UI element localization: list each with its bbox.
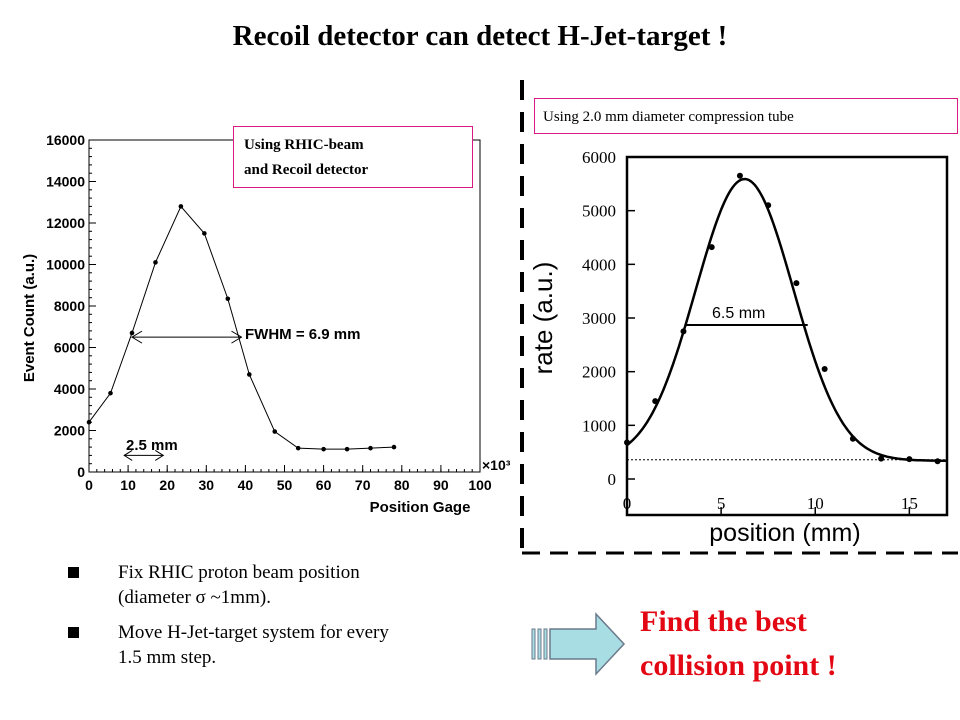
left-y-tick-label: 2000 bbox=[54, 423, 85, 439]
left-data-point bbox=[108, 390, 113, 396]
left-data-point bbox=[391, 444, 397, 450]
right-data-point bbox=[680, 328, 687, 335]
left-x-tick-label: 100 bbox=[468, 477, 492, 493]
left-x-tick-label: 90 bbox=[433, 477, 449, 493]
right-x-tick-label: 10 bbox=[807, 494, 824, 513]
left-step-arrowhead-right bbox=[155, 449, 165, 461]
bullet-item-2: Move H-Jet-target system for every 1.5 m… bbox=[68, 620, 508, 670]
right-data-point bbox=[849, 435, 856, 442]
left-data-point bbox=[344, 446, 350, 452]
right-axes: 0 1000 2000 3000 4000 5000 6000 0 5 10 15 bbox=[582, 148, 918, 515]
left-chart-caption-box: Using RHIC-beam and Recoil detector bbox=[233, 126, 473, 188]
find-line-1: Find the best bbox=[640, 605, 807, 638]
right-x-tick-label: 5 bbox=[717, 494, 726, 513]
left-y-tick-label: 16000 bbox=[46, 132, 85, 148]
left-x-tick-label: 20 bbox=[159, 477, 175, 493]
bullet-2-line-1: Move H-Jet-target system for every bbox=[118, 622, 389, 643]
left-caption-line-1: Using RHIC-beam bbox=[244, 137, 364, 153]
left-step-label: 2.5 mm bbox=[126, 437, 178, 454]
bullet-2-line-2: 1.5 mm step. bbox=[118, 647, 217, 668]
left-data-point bbox=[86, 419, 92, 425]
right-chart: 0 1000 2000 3000 4000 5000 6000 0 5 10 15 rate (a.… bbox=[528, 148, 949, 547]
left-fwhm-label: FWHM = 6.9 mm bbox=[245, 326, 360, 343]
left-x-tick-label: 60 bbox=[316, 477, 332, 493]
left-step-arrowhead-left bbox=[123, 449, 133, 461]
right-fit-curve bbox=[626, 177, 947, 462]
right-series bbox=[624, 172, 947, 465]
right-data-point bbox=[765, 202, 772, 209]
left-x-axis-label: Position Gage bbox=[370, 499, 471, 516]
left-x-tick-label: 50 bbox=[277, 477, 293, 493]
left-chart: 0 2000 4000 6000 8000 10000 12000 14000 16000 0 10… bbox=[21, 132, 511, 516]
slide-title: Recoil detector can detect H-Jet-target … bbox=[232, 20, 728, 52]
bullet-item-1: Fix RHIC proton beam position (diameter … bbox=[68, 560, 508, 610]
right-data-point bbox=[652, 398, 659, 405]
left-data-point bbox=[225, 296, 231, 302]
left-data-point bbox=[202, 231, 207, 236]
right-x-tick-label: 0 bbox=[623, 494, 632, 513]
left-plot-frame bbox=[88, 139, 481, 473]
left-y-axis-label: Event Count (a.u.) bbox=[21, 254, 38, 382]
find-line-2: collision point ! bbox=[640, 649, 837, 682]
left-fwhm-arrowhead-right bbox=[231, 330, 243, 344]
right-plot-frame bbox=[625, 155, 949, 517]
right-data-point bbox=[736, 172, 743, 179]
right-caption-text: Using 2.0 mm diameter compression tube bbox=[543, 109, 794, 125]
right-y-tick-label: 5000 bbox=[582, 202, 616, 221]
left-y-tick-label: 8000 bbox=[54, 298, 85, 314]
right-data-point bbox=[934, 458, 941, 465]
bullet-square-icon bbox=[68, 627, 79, 638]
bullet-square-icon bbox=[68, 567, 79, 578]
left-data-point bbox=[129, 330, 135, 336]
right-arrow-icon bbox=[531, 612, 626, 676]
left-y-tick-label: 12000 bbox=[46, 215, 85, 231]
left-axes: 0 2000 4000 6000 8000 10000 12000 14000 16000 0 10… bbox=[46, 132, 492, 493]
right-data-point bbox=[793, 280, 800, 287]
right-data-point bbox=[624, 439, 630, 446]
bullet-1-line-2: (diameter σ ~1mm). bbox=[118, 587, 271, 608]
right-y-tick-label: 3000 bbox=[582, 309, 616, 328]
left-x-multiplier: ×10³ bbox=[482, 457, 511, 473]
find-best-collision-text: Find the best collision point ! bbox=[640, 600, 837, 688]
left-series-line bbox=[88, 205, 395, 450]
right-x-tick-label: 15 bbox=[901, 494, 918, 513]
right-y-tick-label: 2000 bbox=[582, 363, 616, 382]
left-y-tick-label: 14000 bbox=[46, 174, 85, 190]
left-series bbox=[86, 204, 397, 461]
right-data-point bbox=[821, 365, 828, 372]
bullet-1-line-1: Fix RHIC proton beam position bbox=[118, 562, 360, 583]
right-data-point bbox=[708, 244, 715, 251]
left-x-tick-label: 80 bbox=[394, 477, 410, 493]
right-chart-caption-box: Using 2.0 mm diameter compression tube bbox=[534, 98, 958, 134]
left-y-tick-label: 10000 bbox=[46, 257, 85, 273]
right-y-tick-label: 4000 bbox=[582, 255, 616, 274]
left-data-point bbox=[153, 260, 158, 265]
left-data-point bbox=[368, 445, 373, 451]
left-caption-line-2: and Recoil detector bbox=[244, 162, 369, 178]
right-width-label: 6.5 mm bbox=[712, 305, 765, 322]
bullet-list: Fix RHIC proton beam position (diameter … bbox=[68, 560, 508, 680]
left-y-tick-label: 4000 bbox=[54, 381, 85, 397]
left-data-point bbox=[178, 204, 184, 209]
left-y-tick-label: 6000 bbox=[54, 340, 85, 356]
left-x-tick-label: 0 bbox=[85, 477, 93, 493]
left-data-point bbox=[272, 429, 278, 434]
right-y-tick-label: 1000 bbox=[582, 416, 616, 435]
left-data-point bbox=[321, 446, 326, 452]
left-data-point bbox=[295, 445, 301, 451]
right-y-axis-label: rate (a.u.) bbox=[528, 262, 558, 375]
left-y-tick-label: 0 bbox=[77, 464, 85, 480]
left-data-point bbox=[247, 372, 252, 377]
right-x-axis-label: position (mm) bbox=[709, 519, 860, 547]
right-y-tick-label: 0 bbox=[608, 470, 617, 489]
left-x-tick-label: 70 bbox=[355, 477, 371, 493]
right-data-point bbox=[906, 456, 913, 463]
right-data-point bbox=[878, 455, 885, 462]
left-x-tick-label: 10 bbox=[120, 477, 136, 493]
left-x-tick-label: 30 bbox=[199, 477, 215, 493]
left-fwhm-arrowhead-left bbox=[131, 330, 143, 344]
right-y-tick-label: 6000 bbox=[582, 148, 616, 167]
left-x-tick-label: 40 bbox=[238, 477, 254, 493]
